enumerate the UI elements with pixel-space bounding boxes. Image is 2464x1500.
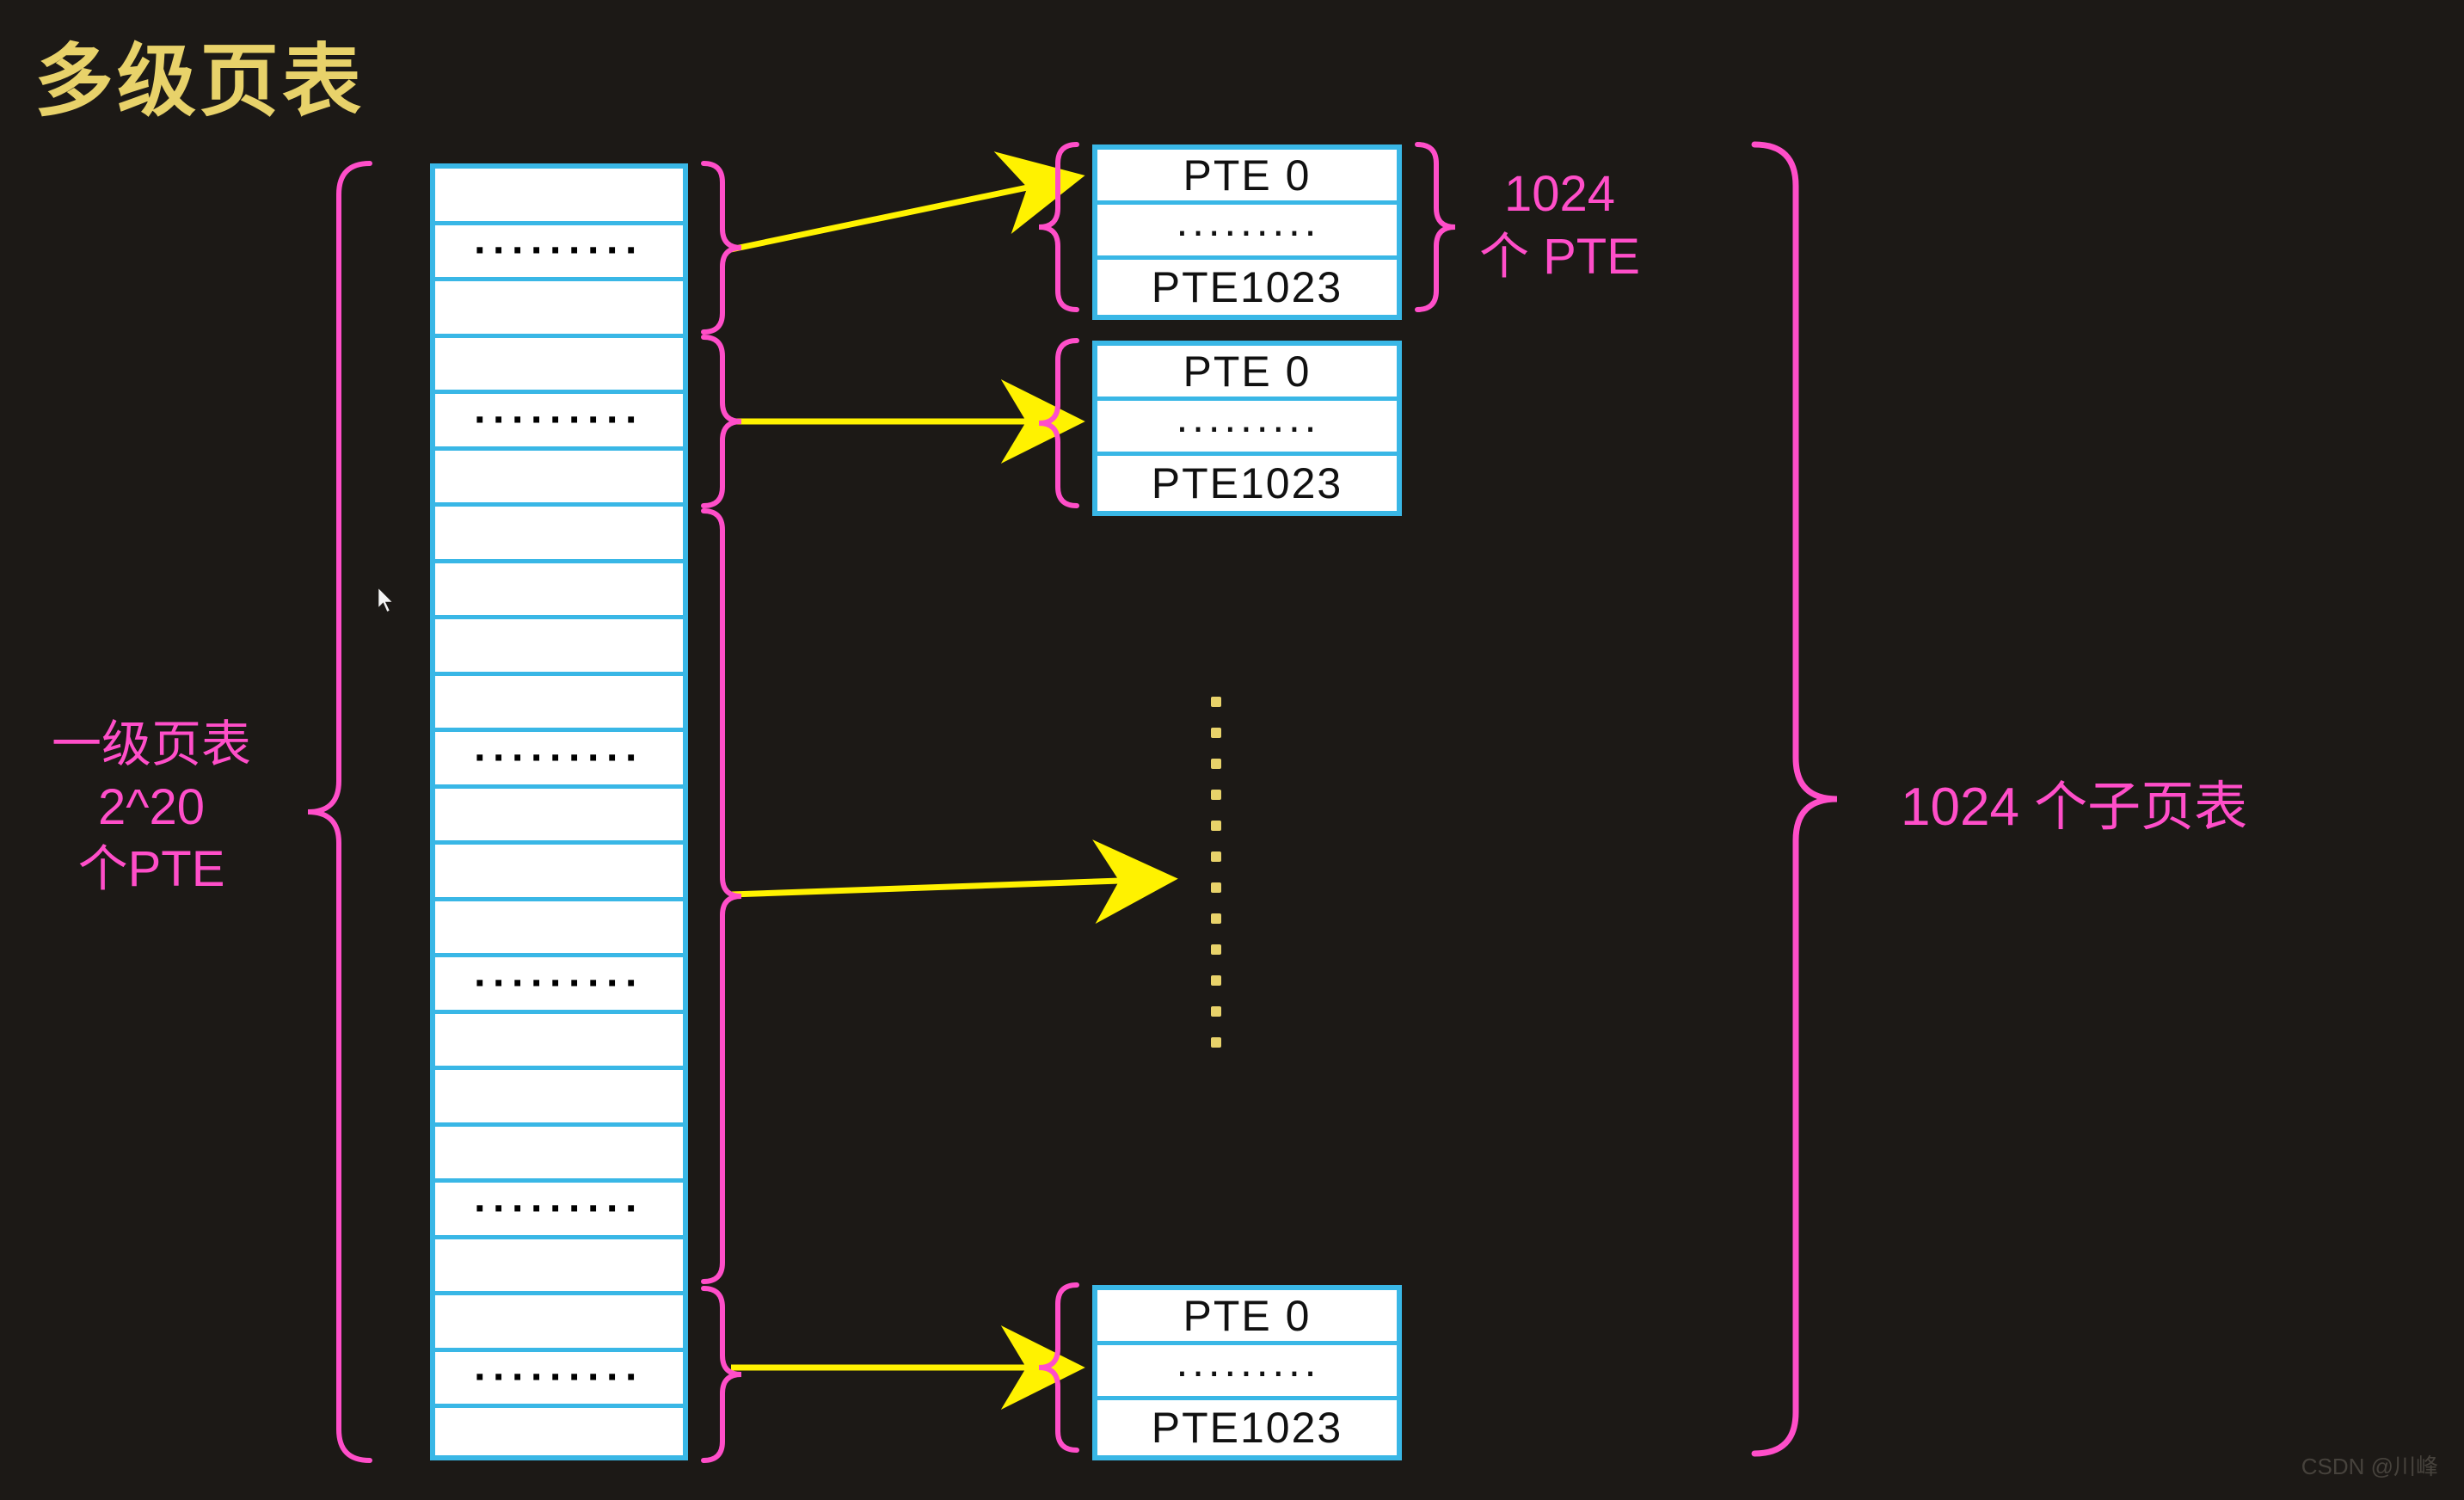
table-row: ········· bbox=[435, 1183, 683, 1239]
table-row bbox=[435, 1239, 683, 1296]
table-row: ········· bbox=[435, 225, 683, 282]
label-line: 个 PTE bbox=[1479, 226, 1640, 289]
label-line: 1024 bbox=[1479, 163, 1640, 226]
label-line: 一级页表 bbox=[52, 714, 251, 777]
table-row bbox=[435, 1295, 683, 1352]
table-row bbox=[435, 169, 683, 225]
table-row bbox=[435, 676, 683, 733]
label-line: 2^20 bbox=[52, 777, 251, 839]
diagram-title: 多级页表 bbox=[34, 17, 365, 132]
table-row: PTE 0 bbox=[1097, 346, 1397, 401]
vertical-ellipsis-icon bbox=[1211, 697, 1221, 1048]
table-row: ········· bbox=[435, 1352, 683, 1409]
level1-label: 一级页表2^20个PTE bbox=[52, 714, 251, 901]
table-row bbox=[435, 789, 683, 845]
sub-table-count-label: 1024 个子页表 bbox=[1901, 774, 2247, 841]
table-row bbox=[435, 1127, 683, 1183]
table-row bbox=[435, 619, 683, 676]
sub-page-table-1: PTE 0·········PTE1023 bbox=[1092, 341, 1402, 516]
level1-page-table: ········· ········· ········· ········· ····… bbox=[430, 163, 688, 1460]
table-row: ········· bbox=[1097, 205, 1397, 260]
table-row bbox=[435, 507, 683, 563]
table-row bbox=[435, 901, 683, 958]
table-row: ········· bbox=[1097, 401, 1397, 456]
table-row: PTE1023 bbox=[1097, 260, 1397, 315]
table-row bbox=[435, 338, 683, 395]
table-row: ········· bbox=[435, 732, 683, 789]
pte-count-label: 1024个 PTE bbox=[1479, 163, 1640, 288]
table-row: ········· bbox=[1097, 1345, 1397, 1400]
label-line: 个PTE bbox=[52, 839, 251, 901]
table-row: PTE1023 bbox=[1097, 456, 1397, 511]
table-row bbox=[435, 845, 683, 901]
table-row: ········· bbox=[435, 957, 683, 1014]
table-row bbox=[435, 1014, 683, 1071]
table-row bbox=[435, 1070, 683, 1127]
table-row: PTE 0 bbox=[1097, 150, 1397, 205]
table-row: ········· bbox=[435, 394, 683, 451]
table-row bbox=[435, 281, 683, 338]
sub-page-table-0: PTE 0·········PTE1023 bbox=[1092, 144, 1402, 320]
table-row: PTE 0 bbox=[1097, 1290, 1397, 1345]
table-row bbox=[435, 1408, 683, 1465]
watermark-text: CSDN @川峰 bbox=[2301, 1449, 2438, 1481]
table-row: PTE1023 bbox=[1097, 1400, 1397, 1455]
cursor-icon bbox=[377, 587, 397, 614]
table-row bbox=[435, 563, 683, 620]
sub-page-table-2: PTE 0·········PTE1023 bbox=[1092, 1285, 1402, 1460]
table-row bbox=[435, 451, 683, 507]
